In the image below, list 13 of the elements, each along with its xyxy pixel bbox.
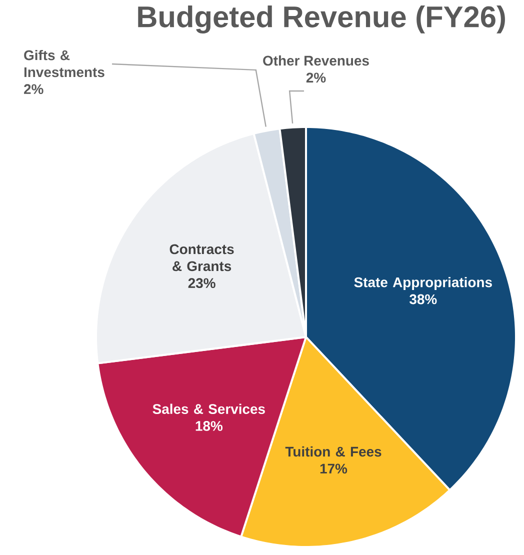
slice-label: Gifts & Investments: [24, 50, 104, 78]
data-label: 38%: [410, 294, 437, 304]
slice-label: Other Revenues: [263, 55, 369, 66]
data-label: 2%: [24, 84, 44, 94]
slice-label: Sales & Services: [152, 404, 265, 414]
slice-label: State Appropriations: [354, 277, 492, 290]
data-label: 23%: [188, 278, 216, 288]
slice-label: Tuition & Fees: [285, 446, 382, 457]
chart-title: Budgeted Revenue (FY26): [138, 6, 505, 34]
data-label: 2%: [306, 72, 326, 83]
data-label: 18%: [196, 421, 223, 431]
slice-label: Contracts & Grants: [170, 244, 234, 272]
data-label: 17%: [320, 464, 348, 474]
